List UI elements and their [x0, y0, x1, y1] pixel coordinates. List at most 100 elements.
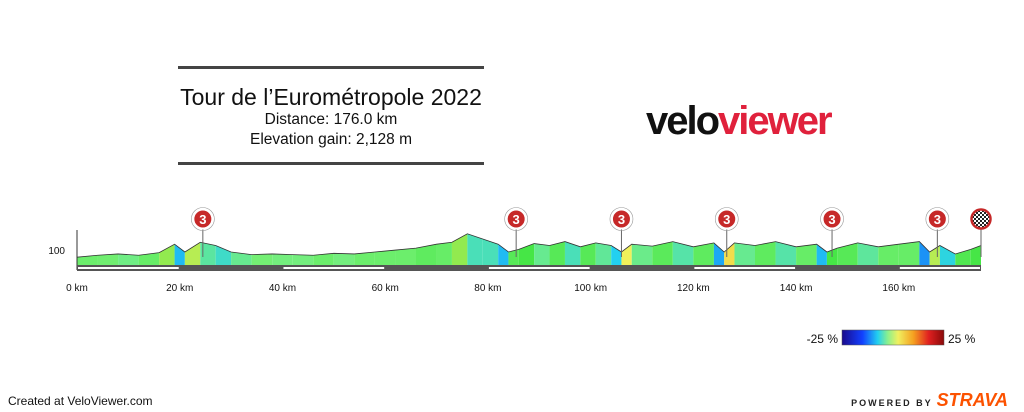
x-tick-label: 80 km: [474, 283, 501, 294]
profile-segment: [174, 244, 185, 265]
gradient-max-label: 25 %: [948, 332, 976, 346]
profile-segment: [970, 245, 981, 265]
profile-segment: [672, 241, 694, 265]
climb-category-marker: 3: [714, 207, 739, 257]
profile-segment: [159, 244, 175, 265]
y-tick-label: 100: [48, 246, 65, 257]
profile-segment: [251, 253, 273, 265]
profile-segment: [272, 253, 293, 265]
climb-category-marker: 3: [191, 207, 215, 257]
profile-segment: [354, 252, 375, 265]
gradient-legend: -25 % 25 %: [807, 329, 976, 346]
logo-velo: velo: [646, 99, 720, 143]
profile-segment: [467, 233, 483, 265]
profile-segment: [498, 244, 509, 265]
gradient-min-label: -25 %: [807, 332, 839, 346]
profile-segment: [652, 241, 673, 265]
profile-segment: [518, 243, 535, 265]
created-at-text: Created at VeloViewer.com: [8, 394, 153, 408]
profile-segment: [374, 250, 396, 265]
distance-bar-stripe: [283, 267, 385, 269]
climb-marker-ring: [714, 207, 739, 231]
x-tick-label: 40 km: [269, 283, 296, 294]
x-tick-label: 100 km: [574, 283, 607, 294]
distance-bar-stripe: [78, 267, 179, 269]
profile-segment: [693, 242, 714, 265]
profile-segment: [333, 253, 355, 265]
profile-segment: [816, 244, 827, 265]
profile-segment: [395, 248, 416, 265]
x-tick-label: 20 km: [166, 283, 193, 294]
title-block: Tour de l’Eurométropole 2022 Distance: 1…: [178, 66, 484, 165]
profile-segment: [118, 253, 139, 265]
profile-segment: [200, 242, 216, 265]
profile-segment: [313, 253, 334, 265]
climb-marker-badge: [821, 208, 843, 230]
climb-category-label: 3: [828, 212, 835, 227]
climb-marker-badge: [926, 208, 948, 230]
strava-logo: STRAVA: [936, 390, 1008, 410]
profile-segment: [755, 241, 776, 265]
climb-marker-ring: [820, 207, 844, 231]
climb-marker-badge: [505, 208, 527, 230]
climb-marker-ring: [504, 207, 528, 231]
climb-category-marker: 3: [504, 207, 528, 257]
profile-segment: [231, 252, 252, 265]
profile-segment: [451, 233, 468, 265]
climb-marker-badge: [610, 208, 632, 230]
checkered-flag-icon: [970, 208, 992, 230]
distance-text: Distance: 176.0 km: [264, 111, 398, 128]
profile-segment: [482, 239, 499, 265]
profile-segment: [796, 244, 817, 265]
x-tick-label: 160 km: [882, 283, 915, 294]
veloviewer-logo: veloviewer: [646, 97, 833, 145]
logo-viewer: viewer: [718, 99, 833, 143]
profile-segment: [580, 242, 596, 265]
profile-segment: [724, 242, 735, 265]
powered-by-label: POWERED BY: [851, 398, 933, 408]
profile-segment: [621, 244, 632, 265]
climb-marker-ring: [609, 207, 634, 231]
profile-segment: [215, 245, 232, 265]
climb-category-marker: 3: [609, 207, 634, 257]
profile-segment: [436, 242, 452, 265]
profile-segment: [857, 242, 879, 265]
climb-category-label: 3: [513, 212, 520, 227]
title-top-rule: [178, 66, 484, 69]
climb-marker-ring: [191, 207, 215, 231]
profile-segment: [775, 241, 797, 265]
profile-segment: [416, 244, 437, 265]
profile-segment: [713, 242, 725, 265]
profile-segment: [77, 255, 98, 265]
profile-segment: [955, 249, 971, 265]
climb-marker-ring: [925, 207, 950, 231]
profile-segment: [549, 241, 565, 265]
profile-segment: [631, 244, 653, 265]
profile-segment: [595, 242, 612, 265]
distance-bar-stripe: [694, 267, 796, 269]
profile-segment: [878, 244, 899, 265]
x-tick-label: 140 km: [780, 283, 813, 294]
x-tick-label: 60 km: [372, 283, 399, 294]
climb-category-label: 3: [723, 212, 730, 227]
profile-segment: [939, 245, 956, 265]
climb-category-marker: 3: [820, 207, 844, 257]
profile-segment: [564, 241, 581, 265]
climb-category-label: 3: [199, 212, 206, 227]
profile-segment: [138, 252, 160, 265]
profile-segment: [97, 253, 119, 265]
distance-bar-stripe: [899, 267, 980, 269]
profile-segment: [184, 242, 201, 265]
profile-segment: [898, 241, 920, 265]
profile-segment: [734, 242, 755, 265]
title-bottom-rule: [178, 162, 484, 165]
profile-segment: [534, 243, 550, 265]
climb-category-marker: 3: [925, 207, 950, 257]
climb-marker-badge: [716, 208, 738, 230]
gradient-colorbar: [841, 329, 945, 346]
climb-category-label: 3: [618, 212, 625, 227]
finish-flag-marker: [970, 208, 992, 257]
powered-by-strava: POWERED BY STRAVA: [851, 390, 1008, 411]
elevation-gain-text: Elevation gain: 2,128 m: [250, 131, 412, 148]
profile-segment: [837, 242, 858, 265]
